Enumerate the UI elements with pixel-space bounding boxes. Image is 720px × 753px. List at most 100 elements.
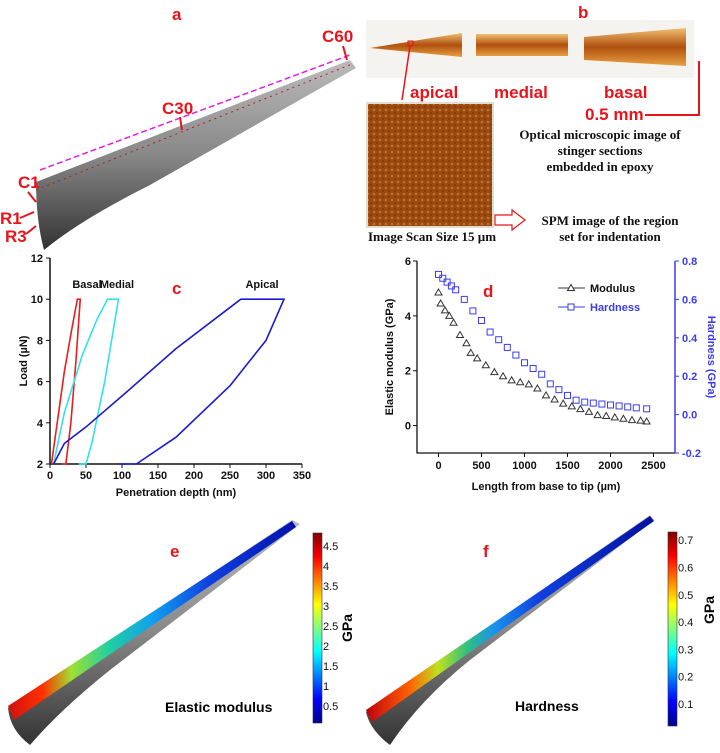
hardness-point [598, 400, 606, 408]
colorbar-f-tick: 0.7 [678, 535, 693, 547]
x-tick-label: 150 [149, 470, 167, 482]
hardness-point [581, 398, 589, 406]
panel-b: b apical medial basal 0.5 mm Image Scan … [366, 3, 700, 244]
spm-image [366, 102, 494, 228]
optical-caption-3: embedded in epoxy [547, 159, 654, 174]
label-r1: R1 [0, 209, 22, 228]
modulus-point [593, 410, 602, 419]
hardness-point [503, 343, 511, 351]
x-tick-label: 500 [472, 460, 490, 472]
optical-caption-1: Optical microscopic image of [519, 127, 681, 142]
x-tick-label: 2500 [641, 460, 665, 472]
hardness-point [564, 391, 571, 399]
x-axis-label: Penetration depth (nm) [116, 487, 237, 499]
hardness-point [546, 380, 554, 388]
panel-e-title: Elastic modulus [165, 699, 273, 715]
hardness-point [538, 370, 546, 378]
modulus-point [636, 416, 645, 424]
panel-e: e 0.5 1 1.5 2 2.5 3 3.5 4 4.5 GPa Elastic modulu… [8, 520, 355, 745]
y2-tick-label: 0.4 [682, 333, 698, 345]
x-axis-label: Length from base to tip (µm) [472, 481, 621, 493]
x-tick-label: 1500 [555, 460, 579, 472]
modulus-point [601, 411, 611, 419]
panel-letter-a: a [172, 5, 182, 24]
spm-region-marker [407, 40, 414, 47]
x-tick-label: 0 [435, 460, 441, 472]
modulus-point [498, 371, 508, 380]
arrow-icon [25, 225, 37, 235]
label-apical: apical [410, 83, 458, 102]
y-tick-label: 10 [31, 294, 43, 306]
x-tick-label: 50 [80, 470, 92, 482]
stinger-model [36, 60, 356, 250]
scale-bar-label: 0.5 mm [585, 105, 644, 124]
modulus-point [524, 379, 534, 388]
y-tick-label: 2 [37, 459, 43, 471]
panel-f-title: Hardness [515, 698, 579, 714]
series-label-basal: Basal [72, 279, 101, 291]
colorbar-e-tick: 0.5 [323, 701, 338, 713]
legend-square-icon [567, 303, 575, 311]
colorbar-e-tick: 3 [323, 601, 329, 613]
modulus-point [440, 305, 450, 314]
hardness-point [452, 286, 460, 294]
hardness-point [521, 359, 528, 367]
optical-caption-2: stinger sections [558, 143, 643, 158]
y-axis-label: Load (µN) [18, 335, 30, 386]
label-c30: C30 [162, 99, 193, 118]
y-tick-label: 2 [405, 366, 411, 378]
y2-tick-label: 0.0 [682, 410, 697, 422]
hardness-point [607, 401, 614, 409]
legend-label-hardness: Hardness [590, 302, 640, 314]
modulus-point [642, 416, 651, 425]
colorbar-e-tick: 1 [323, 681, 329, 693]
modulus-point [466, 348, 476, 356]
colorbar-f-tick: 0.3 [678, 644, 693, 656]
series-label-medial: Medial [100, 279, 134, 291]
x-tick-label: 100 [113, 470, 131, 482]
label-basal: basal [604, 83, 647, 102]
hardness-point [572, 396, 580, 404]
series-label-apical: Apical [245, 279, 278, 291]
modulus-point [619, 414, 628, 422]
hardness-point [469, 307, 477, 315]
y-tick-label: 12 [31, 253, 43, 265]
modulus-point [434, 288, 443, 296]
colorbar-e-tick: 2.5 [323, 621, 338, 633]
arrow-icon [342, 45, 348, 61]
scale-bar [645, 61, 700, 116]
guide-line [39, 54, 351, 171]
hardness-point [439, 274, 447, 282]
label-c60: C60 [322, 27, 353, 46]
colorbar-f [667, 531, 678, 727]
colorbar-f-unit: GPa [701, 596, 717, 624]
panel-letter-c: c [172, 279, 181, 298]
y-tick-label: 4 [405, 311, 412, 323]
spm-caption-1: SPM image of the region [542, 213, 680, 228]
x-tick-label: 200 [185, 470, 203, 482]
x-tick-label: 2000 [598, 460, 622, 472]
hardness-point [443, 278, 451, 286]
y-tick-label: 4 [37, 418, 44, 430]
hardness-point [555, 386, 563, 394]
arrow-icon [179, 116, 183, 131]
series-basal-curve [50, 298, 82, 465]
x-tick-label: 350 [293, 470, 311, 482]
colorbar-f-tick: 0.5 [678, 590, 693, 602]
y-tick-label: 6 [405, 256, 411, 268]
scan-size-label: Image Scan Size 15 µm [368, 229, 496, 244]
colorbar-f-tick: 0.4 [678, 617, 693, 629]
hardness-point [478, 317, 485, 325]
modulus-point [576, 404, 585, 413]
panel-letter-d: d [483, 282, 493, 301]
series-apical-curve [52, 298, 286, 465]
modulus-point [472, 353, 482, 362]
panel-a: a C60 C30 C1 R1 R3 [0, 5, 356, 250]
arrow-icon [401, 45, 411, 101]
modulus-point [558, 399, 568, 407]
x-tick-label: 1000 [512, 460, 536, 472]
modulus-point [449, 318, 458, 326]
modulus-point [490, 367, 499, 376]
colorbar-f-tick: 0.2 [678, 672, 693, 684]
y2-tick-label: -0.2 [682, 448, 701, 460]
